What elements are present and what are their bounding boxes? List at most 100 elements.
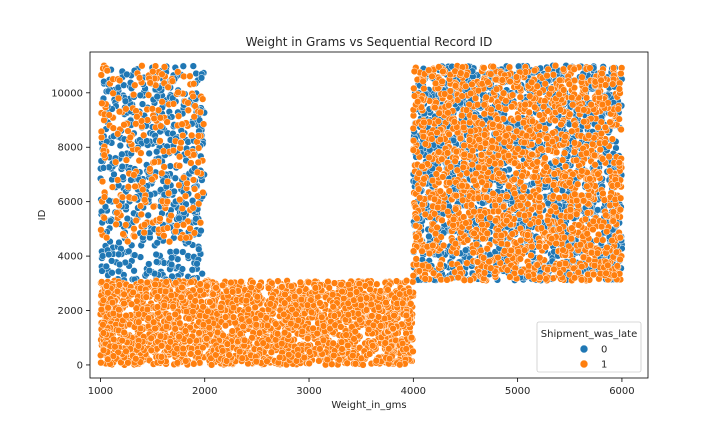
scatter-point-series-1 — [168, 77, 177, 85]
scatter-point-series-1 — [104, 289, 112, 297]
scatter-point-series-1 — [242, 297, 250, 305]
scatter-point-series-1 — [175, 181, 183, 189]
scatter-point-series-0 — [99, 164, 108, 172]
scatter-point-series-1 — [135, 74, 144, 82]
scatter-point-series-1 — [190, 80, 198, 88]
scatter-point-series-1 — [130, 171, 138, 179]
scatter-point-series-1 — [247, 283, 255, 292]
scatter-point-series-1 — [252, 315, 260, 323]
scatter-point-series-1 — [199, 188, 207, 197]
scatter-point-series-0 — [105, 250, 113, 259]
scatter-point-series-1 — [240, 336, 249, 344]
scatter-point-series-1 — [396, 290, 404, 298]
scatter-point-series-1 — [160, 301, 169, 310]
scatter-point-series-1 — [228, 327, 236, 335]
scatter-point-series-1 — [122, 221, 130, 229]
scatter-point-series-1 — [182, 307, 191, 316]
scatter-point-series-0 — [175, 214, 183, 222]
scatter-point-series-0 — [153, 148, 161, 156]
scatter-point-series-1 — [166, 338, 175, 346]
scatter-point-series-0 — [125, 247, 133, 255]
scatter-point-series-1 — [385, 355, 394, 363]
scatter-point-series-1 — [212, 284, 220, 292]
scatter-point-series-0 — [157, 186, 165, 194]
scatter-point-series-1 — [178, 120, 186, 128]
scatter-point-series-1 — [102, 282, 111, 290]
scatter-point-series-0 — [168, 254, 176, 262]
scatter-point-series-1 — [162, 278, 170, 286]
scatter-point-series-1 — [238, 315, 246, 323]
scatter-point-series-1 — [108, 183, 117, 191]
scatter-point-series-1 — [175, 162, 184, 170]
scatter-point-series-1 — [325, 284, 333, 292]
scatter-point-series-1 — [265, 284, 273, 292]
scatter-point-series-1 — [97, 71, 105, 79]
scatter-point-series-1 — [182, 234, 190, 242]
scatter-point-series-1 — [147, 346, 155, 354]
scatter-point-series-1 — [405, 288, 414, 296]
scatter-point-series-1 — [251, 303, 259, 311]
scatter-point-series-1 — [146, 79, 154, 87]
scatter-point-series-1 — [130, 194, 139, 203]
scatter-point-series-1 — [281, 329, 289, 337]
scatter-point-series-1 — [114, 176, 122, 184]
scatter-point-series-1 — [239, 322, 247, 331]
scatter-point-series-0 — [102, 262, 110, 271]
scatter-point-series-1 — [356, 316, 364, 324]
scatter-point-series-1 — [160, 232, 168, 240]
scatter-point-series-1 — [193, 168, 202, 176]
scatter-point-series-0 — [515, 62, 523, 70]
scatter-point-series-1 — [195, 329, 203, 337]
scatter-point-series-1 — [296, 278, 305, 287]
scatter-point-series-1 — [237, 278, 245, 286]
scatter-point-series-1 — [190, 229, 199, 237]
scatter-point-series-1 — [344, 280, 353, 289]
scatter-point-series-1 — [294, 316, 303, 324]
scatter-point-series-0 — [136, 91, 144, 99]
scatter-point-series-1 — [366, 285, 374, 294]
scatter-point-series-1 — [188, 131, 196, 140]
scatter-point-series-1 — [319, 336, 328, 344]
scatter-point-series-1 — [389, 324, 397, 333]
scatter-point-series-1 — [156, 114, 165, 122]
scatter-point-series-1 — [114, 130, 122, 138]
scatter-point-series-0 — [188, 266, 196, 274]
scatter-point-series-0 — [189, 62, 197, 70]
scatter-point-series-0 — [594, 206, 602, 214]
scatter-point-series-1 — [206, 298, 214, 306]
scatter-point-series-1 — [169, 100, 178, 108]
scatter-point-series-1 — [307, 308, 316, 316]
scatter-point-series-1 — [132, 216, 140, 225]
scatter-point-series-1 — [153, 303, 162, 311]
scatter-point-series-1 — [109, 352, 118, 360]
scatter-point-series-1 — [178, 204, 186, 213]
scatter-point-series-1 — [100, 151, 108, 159]
scatter-point-series-1 — [140, 131, 148, 139]
scatter-point-series-1 — [151, 280, 159, 289]
scatter-point-series-1 — [196, 280, 204, 288]
scatter-point-series-1 — [151, 324, 159, 333]
scatter-point-series-1 — [149, 203, 158, 211]
scatter-point-series-1 — [114, 94, 123, 102]
scatter-point-series-1 — [305, 348, 314, 356]
scatter-point-series-0 — [179, 62, 187, 70]
scatter-point-series-1 — [374, 303, 383, 311]
scatter-point-series-1 — [297, 295, 306, 304]
scatter-point-series-1 — [172, 279, 180, 287]
scatter-point-series-1 — [124, 237, 132, 246]
scatter-point-series-1 — [329, 303, 337, 311]
scatter-point-series-1 — [356, 295, 365, 303]
scatter-point-series-1 — [196, 108, 205, 116]
scatter-point-series-1 — [142, 293, 150, 301]
scatter-point-series-1 — [135, 156, 143, 165]
scatter-point-series-1 — [180, 174, 188, 182]
scatter-point-series-1 — [199, 120, 208, 128]
scatter-point-series-1 — [119, 230, 127, 238]
scatter-point-series-1 — [148, 105, 156, 113]
scatter-point-series-1 — [190, 113, 198, 121]
scatter-point-series-1 — [108, 298, 117, 307]
scatter-point-series-1 — [278, 340, 286, 348]
scatter-point-series-0 — [130, 267, 138, 275]
scatter-point-series-1 — [294, 351, 302, 359]
scatter-point-series-1 — [229, 303, 238, 312]
